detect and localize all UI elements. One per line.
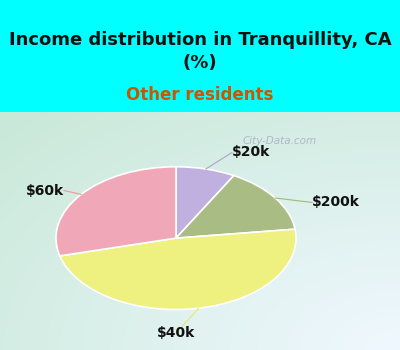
Text: $40k: $40k [157,326,195,340]
Wedge shape [56,167,176,256]
Wedge shape [176,176,295,238]
Text: City-Data.com: City-Data.com [243,135,317,146]
Wedge shape [60,229,296,309]
Text: Other residents: Other residents [126,86,274,104]
Text: $60k: $60k [26,183,64,197]
Text: Income distribution in Tranquillity, CA
(%): Income distribution in Tranquillity, CA … [9,32,391,71]
Text: $200k: $200k [312,195,360,209]
Wedge shape [176,167,234,238]
Text: $20k: $20k [232,146,270,160]
